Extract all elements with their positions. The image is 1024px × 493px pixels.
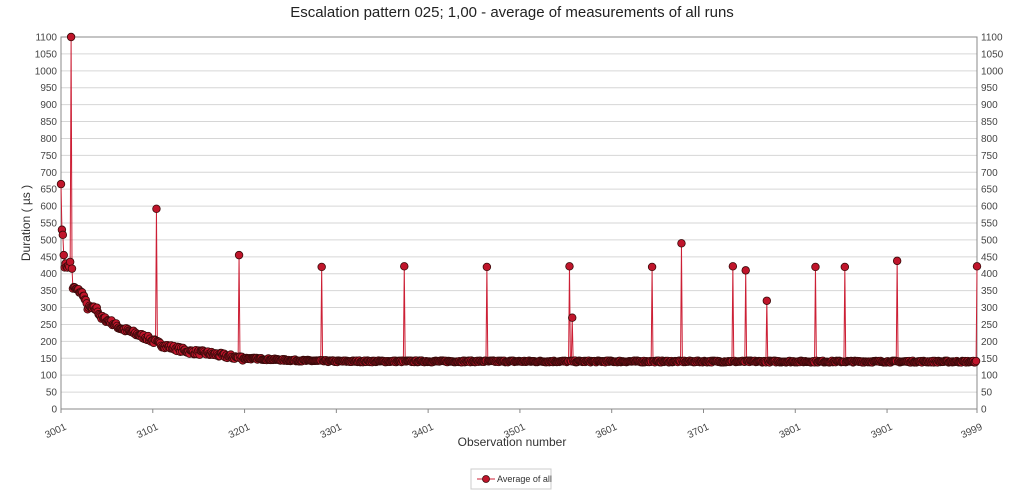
y-tick-label: 850 [40,117,57,128]
y-tick-label-right: 750 [981,151,998,162]
chart-title: Escalation pattern 025; 1,00 - average o… [290,4,734,21]
x-tick-label: 3701 [686,422,711,442]
y-tick-label: 1100 [35,33,57,44]
data-point [840,262,850,272]
y-tick-label: 750 [40,151,57,162]
y-tick-label-right: 300 [981,303,998,314]
y-tick-label-right: 450 [981,252,998,263]
x-tick-label: 3999 [959,422,984,442]
y-tick-label: 100 [40,371,57,382]
x-tick-label: 3601 [594,422,619,442]
y-axis-right-ticks: 0 50 100 150 200 250 300 350 400 450 500 550 600 650 7… [981,33,1004,416]
y-tick-label: 1050 [35,49,58,60]
series-points [56,32,982,367]
y-tick-label-right: 1050 [981,49,1004,60]
y-tick-label-right: 950 [981,83,998,94]
x-tick-label: 3001 [43,422,68,442]
y-tick-label: 950 [40,83,57,94]
y-tick-label-right: 850 [981,117,998,128]
data-point [647,262,657,272]
y-tick-label-right: 800 [981,134,998,145]
data-point [972,262,982,271]
data-point [234,250,244,260]
y-tick-label: 900 [40,100,57,111]
series-line [60,36,978,364]
y-tick-label-right: 500 [981,235,998,246]
legend-label: Average of all [497,474,552,484]
y-tick-label-right: 1100 [981,33,1003,44]
x-tick-label: 3801 [778,422,803,442]
series-path [60,36,978,364]
data-point [317,262,326,272]
data-point [677,239,686,248]
data-point [892,256,902,266]
y-tick-label-right: 550 [981,219,998,230]
y-tick-label: 550 [40,219,57,230]
y-tick-label-right: 400 [981,269,998,280]
y-tick-label: 450 [40,252,57,263]
data-point [58,230,68,240]
y-tick-label-right: 150 [981,354,998,365]
data-point [152,204,161,213]
y-tick-label: 250 [40,320,57,331]
data-point [971,356,981,366]
y-tick-label-right: 700 [981,168,998,179]
y-tick-label: 150 [40,354,57,365]
data-point [482,262,492,272]
y-tick-label: 350 [40,286,57,297]
y-tick-label: 400 [40,269,57,280]
x-tick-label: 3201 [227,422,252,442]
y-tick-label-right: 1000 [981,66,1004,77]
y-tick-label: 600 [40,202,57,213]
y-axis-label: Duration ( µs ) [19,185,33,261]
y-tick-label-right: 100 [981,371,998,382]
y-tick-label-right: 50 [981,388,993,399]
x-tick-label: 3301 [319,422,344,442]
data-point [56,179,66,189]
y-tick-label: 300 [40,303,57,314]
data-point [59,250,68,260]
y-tick-label: 200 [40,337,57,348]
y-tick-label: 800 [40,134,57,145]
y-tick-label: 0 [51,405,57,416]
y-tick-label-right: 0 [981,405,987,416]
y-tick-label-right: 900 [981,100,998,111]
legend: Average of all [470,468,552,490]
y-tick-label: 1000 [35,66,58,77]
data-point [66,32,76,42]
y-tick-label: 500 [40,235,57,246]
y-tick-label-right: 600 [981,202,998,213]
y-tick-label-right: 650 [981,185,998,196]
y-tick-label: 700 [40,168,57,179]
x-tick-label: 3101 [135,422,160,442]
y-tick-label: 650 [40,185,57,196]
x-axis-label: Observation number [458,435,567,449]
y-tick-label-right: 250 [981,320,998,331]
data-point [400,262,409,271]
data-point [568,313,577,322]
y-tick-label-right: 350 [981,286,998,297]
data-point [67,264,77,273]
plot-frame [60,36,978,410]
data-point [811,262,820,272]
y-tick-label-right: 200 [981,337,998,348]
x-tick-label: 3401 [411,422,436,442]
legend-marker [482,475,490,483]
data-point [762,296,772,305]
data-point [741,266,750,275]
data-point [565,262,574,271]
legend-box [470,468,552,490]
y-tick-label: 50 [46,388,58,399]
y-axis-left-ticks: 0 50 100 150 200 250 300 350 400 450 500 550 600 650 7… [35,33,58,416]
data-point [728,262,738,271]
x-tick-label: 3901 [870,422,895,442]
